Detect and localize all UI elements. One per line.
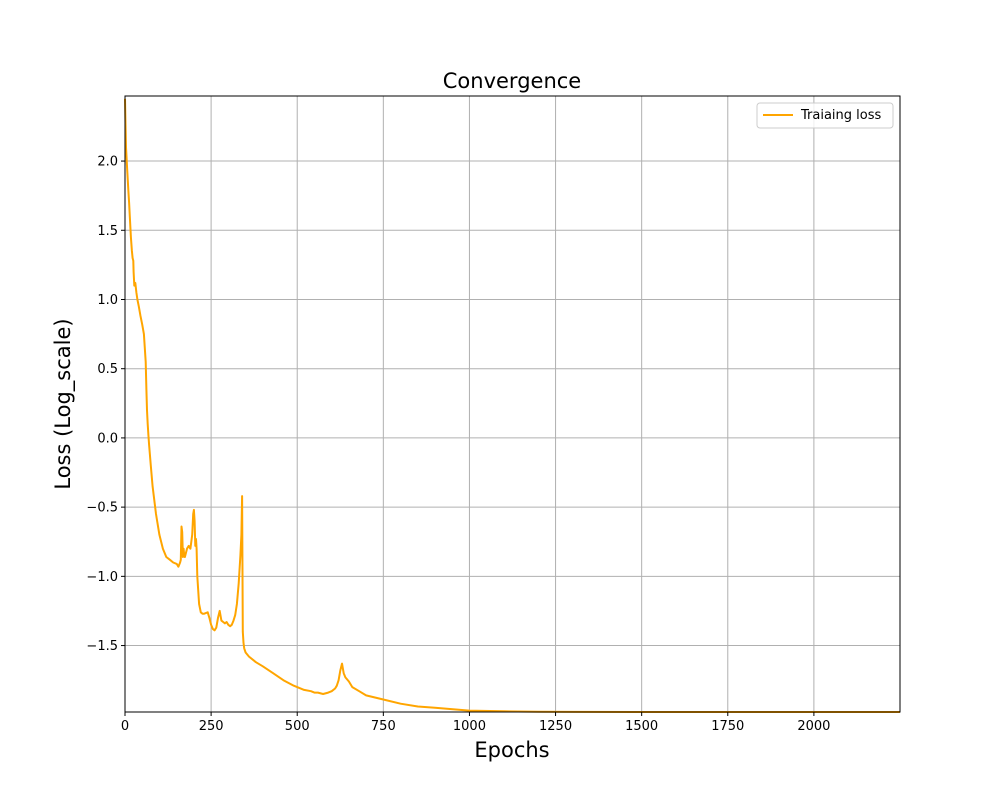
x-tick-label: 750 bbox=[371, 719, 396, 734]
series-layer bbox=[124, 98, 900, 713]
x-tick-label: 1500 bbox=[625, 719, 658, 734]
y-tick-label: 0.5 bbox=[97, 362, 118, 377]
plot-area bbox=[125, 96, 900, 712]
y-axis-label: Loss (Log_scale) bbox=[51, 318, 76, 489]
ticks: 0 250 500 750 1000 1250 1500 1750 2000 −1.5 −1.0 −0… bbox=[86, 155, 830, 734]
legend-box bbox=[756, 102, 894, 129]
legend-label: Traiaing loss bbox=[800, 108, 881, 123]
x-tick-label: 250 bbox=[199, 719, 224, 734]
y-tick-label: 2.0 bbox=[97, 155, 118, 170]
y-tick-label: 0.0 bbox=[97, 431, 118, 446]
y-tick-label: 1.5 bbox=[97, 224, 118, 239]
x-tick-label: 1000 bbox=[453, 719, 486, 734]
y-tick-label: 1.0 bbox=[97, 293, 118, 308]
x-tick-label: 1250 bbox=[539, 719, 572, 734]
plot-frame bbox=[124, 95, 901, 713]
legend: Traiaing loss bbox=[756, 102, 894, 129]
y-tick-label: −1.0 bbox=[86, 570, 118, 585]
y-tick-label: −0.5 bbox=[86, 501, 118, 516]
x-tick-label: 1750 bbox=[711, 719, 744, 734]
series-line-training-loss bbox=[124, 98, 900, 713]
x-tick-label: 0 bbox=[121, 719, 129, 734]
chart-title: Convergence bbox=[443, 69, 581, 93]
x-axis-label: Epochs bbox=[474, 738, 549, 762]
y-tick-label: −1.5 bbox=[86, 639, 118, 654]
grid bbox=[124, 96, 900, 712]
x-tick-label: 2000 bbox=[797, 719, 830, 734]
x-tick-label: 500 bbox=[285, 719, 310, 734]
